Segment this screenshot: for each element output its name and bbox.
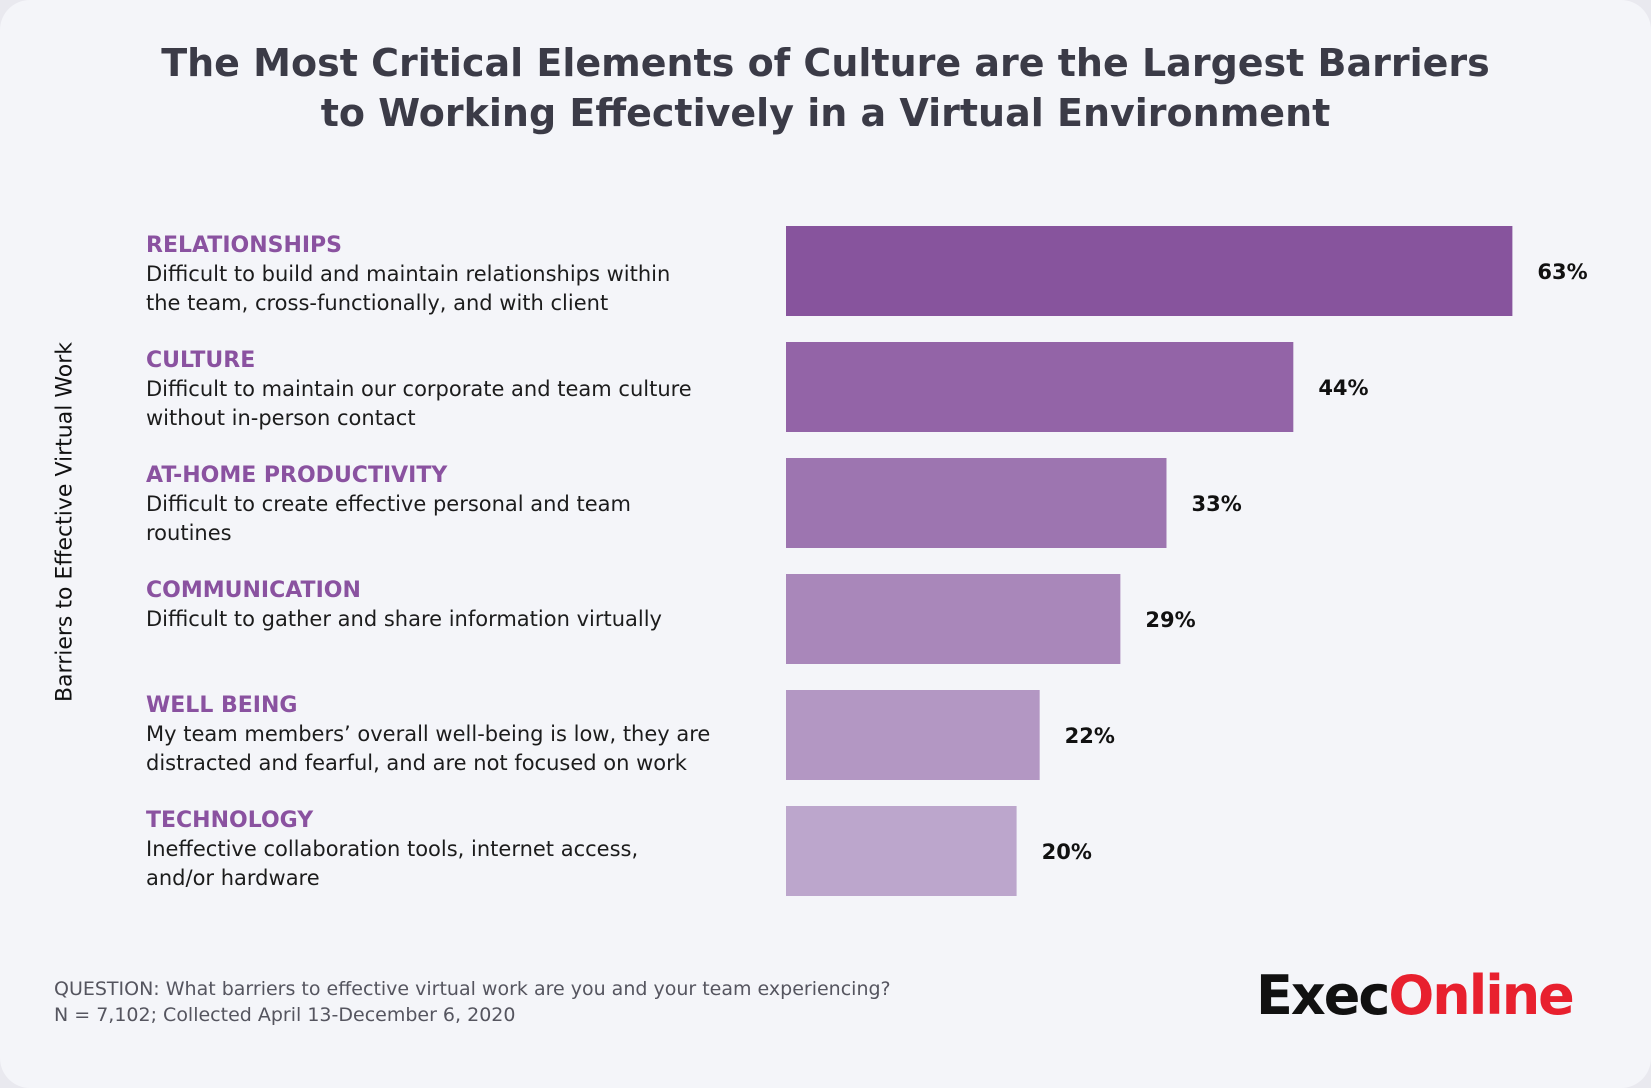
category-title: AT-HOME PRODUCTIVITY	[146, 463, 448, 488]
category-well-being: WELL BEING My team members’ overall well…	[146, 692, 746, 778]
chart-title: The Most Critical Elements of Culture ar…	[0, 38, 1651, 138]
value-label: 20%	[1042, 840, 1092, 864]
survey-question: QUESTION: What barriers to effective vir…	[54, 978, 891, 1000]
category-description: My team members’ overall well-being is l…	[146, 722, 711, 775]
logo-part-online: Online	[1388, 964, 1574, 1027]
category-description: Ineffective collaboration tools, interne…	[146, 837, 639, 890]
category-communication: COMMUNICATION Difficult to gather and sh…	[146, 577, 746, 634]
category-description: Difficult to maintain our corporate and …	[146, 377, 692, 430]
category-title: RELATIONSHIPS	[146, 233, 343, 258]
value-label: 33%	[1191, 492, 1241, 516]
value-label: 63%	[1537, 260, 1587, 284]
footer-notes: QUESTION: What barriers to effective vir…	[54, 976, 891, 1028]
value-label: 22%	[1065, 724, 1115, 748]
bar-at-home-productivity	[786, 458, 1167, 548]
category-relationships: RELATIONSHIPS Difficult to build and mai…	[146, 232, 746, 318]
category-title: COMMUNICATION	[146, 578, 361, 603]
execonline-logo: ExecOnline	[1256, 964, 1575, 1027]
category-description: Difficult to create effective personal a…	[146, 492, 631, 545]
category-description: Difficult to gather and share informatio…	[146, 607, 662, 631]
sample-info: N = 7,102; Collected April 13-December 6…	[54, 1004, 516, 1026]
bar-technology	[786, 806, 1017, 896]
category-title: TECHNOLOGY	[146, 808, 314, 833]
category-technology: TECHNOLOGY Ineffective collaboration too…	[146, 807, 746, 893]
category-title: WELL BEING	[146, 693, 298, 718]
bar-relationships	[786, 226, 1513, 316]
value-label: 44%	[1318, 376, 1368, 400]
category-culture: CULTURE Difficult to maintain our corpor…	[146, 347, 746, 433]
bar-well-being	[786, 690, 1040, 780]
bar-culture	[786, 342, 1294, 432]
value-label: 29%	[1145, 608, 1195, 632]
title-line-2: to Working Effectively in a Virtual Envi…	[320, 91, 1331, 135]
bar-communication	[786, 574, 1121, 664]
category-at-home-productivity: AT-HOME PRODUCTIVITY Difficult to create…	[146, 462, 746, 548]
category-description: Difficult to build and maintain relation…	[146, 262, 671, 315]
title-line-1: The Most Critical Elements of Culture ar…	[161, 41, 1490, 85]
logo-part-exec: Exec	[1256, 964, 1390, 1027]
category-title: CULTURE	[146, 348, 256, 373]
